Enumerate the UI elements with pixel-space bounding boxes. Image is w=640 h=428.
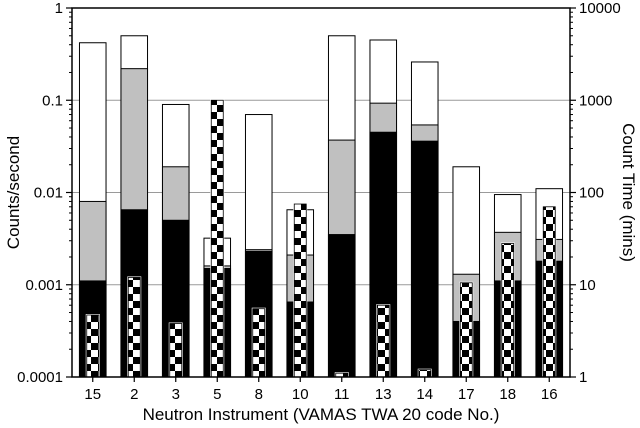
bar-checkered [169, 323, 183, 378]
y-axis-label: Counts/second [4, 136, 23, 249]
bar-checkered [418, 369, 432, 378]
x-tick-label: 8 [255, 386, 263, 403]
y2-tick-label: 10 [579, 277, 596, 294]
gridlines [72, 99, 570, 286]
bar-checkered [210, 99, 224, 378]
y2-tick-label: 10000 [579, 0, 621, 17]
x-tick-label: 10 [292, 386, 309, 403]
x-axis-label: Neutron Instrument (VAMAS TWA 20 code No… [143, 405, 500, 424]
bars [78, 35, 564, 378]
x-tick-label: 5 [213, 386, 221, 403]
x-tick-label: 3 [172, 386, 180, 403]
bar-checkered [376, 304, 390, 378]
y2-axis-label: Count Time (mins) [619, 123, 638, 262]
y-tick-label: 0.001 [25, 277, 63, 294]
x-tick-label: 2 [130, 386, 138, 403]
bar-black [410, 140, 439, 378]
y-tick-label: 0.1 [42, 92, 63, 109]
bar-black [327, 234, 356, 378]
bar-checkered [86, 314, 100, 378]
y-tick-label: 1 [55, 0, 63, 17]
x-tick-label: 13 [375, 386, 392, 403]
bar-checkered [252, 308, 266, 378]
bar-checkered [293, 203, 307, 378]
x-tick-label: 17 [458, 386, 475, 403]
bar-checkered [501, 243, 515, 378]
bar-checkered [542, 206, 556, 378]
x-tick-label: 16 [541, 386, 558, 403]
x-tick-label: 14 [416, 386, 433, 403]
bar-checkered [127, 277, 141, 378]
y2-tick-label: 1000 [579, 92, 612, 109]
axis-ticks: 1 0.1 0.01 0.001 0.0001 10000 1000 100 10 1 15 2 3 5 8… [17, 0, 621, 403]
bar-checkered [459, 282, 473, 378]
x-tick-label: 18 [499, 386, 516, 403]
y-tick-label: 0.0001 [17, 369, 63, 386]
y2-tick-label: 1 [579, 369, 587, 386]
y-tick-label: 0.01 [34, 185, 63, 202]
x-tick-label: 11 [334, 386, 350, 403]
x-tick-label: 15 [84, 386, 101, 403]
y2-tick-label: 100 [579, 185, 604, 202]
